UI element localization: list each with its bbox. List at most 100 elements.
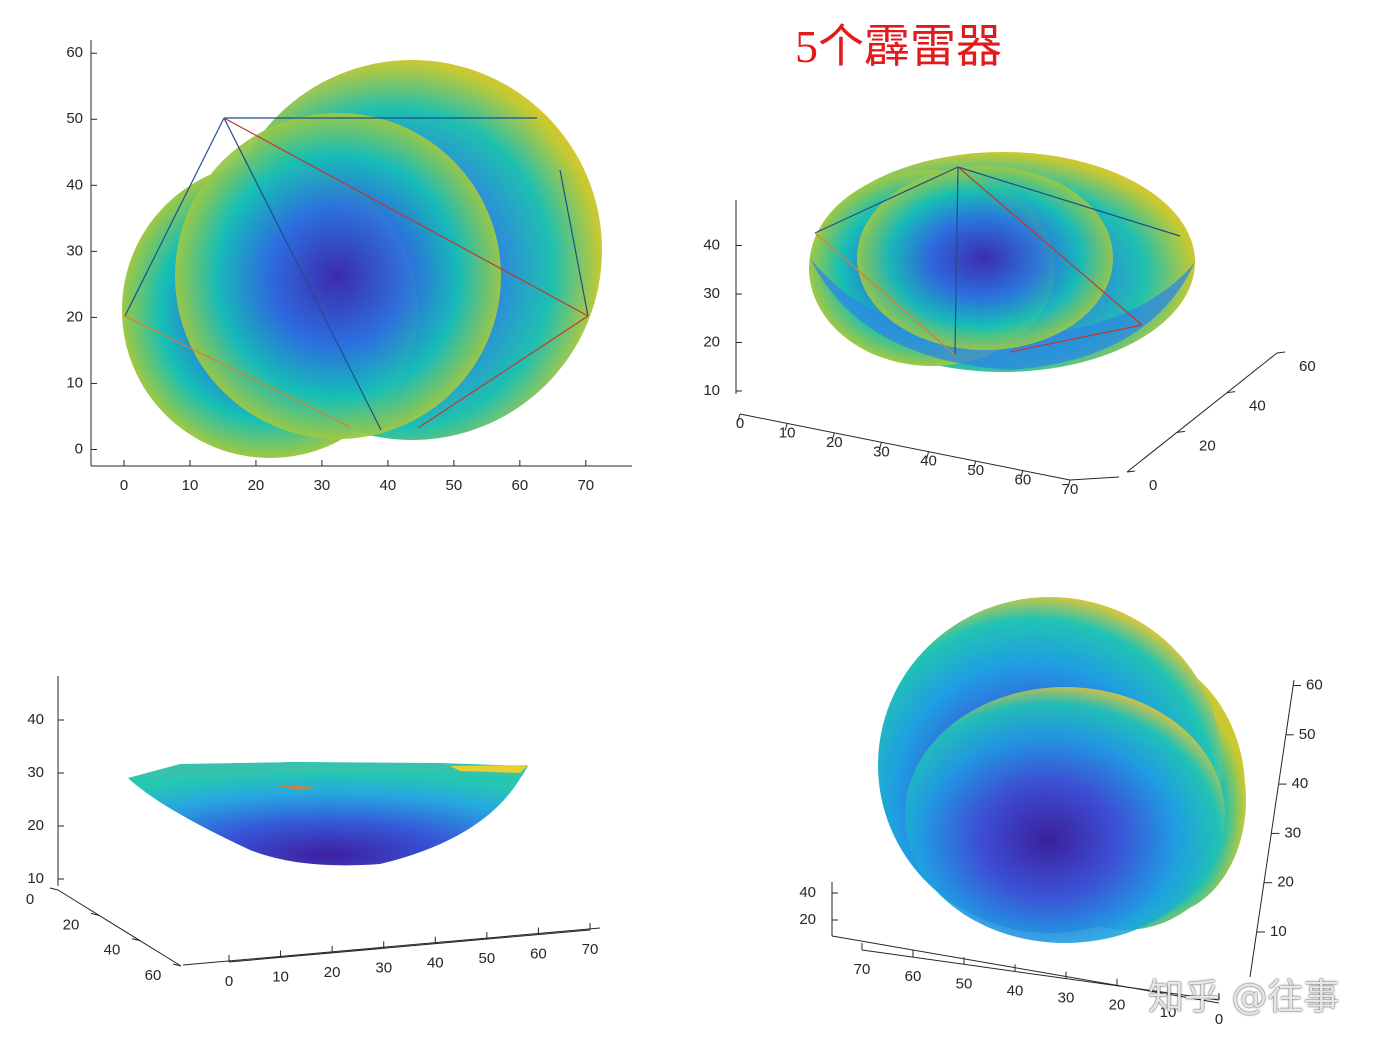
x-tick-label: 30 <box>375 959 392 976</box>
x-tick <box>784 423 788 431</box>
axes-side-view: 0 10 20 30 40 50 60 70 0 20 40 60 10 20 30 40 <box>26 676 601 990</box>
x-tick-label: 60 <box>530 946 547 963</box>
y-tick-label: 30 <box>1284 824 1301 841</box>
x-tick-label: 20 <box>248 477 265 494</box>
z-tick-label: 20 <box>27 817 44 834</box>
z-tick-label: 40 <box>799 884 816 901</box>
y-tick-label: 50 <box>1299 726 1316 743</box>
x-axis-line <box>228 929 591 963</box>
y-axis-line <box>1126 352 1278 473</box>
x-tick-label: 10 <box>779 424 796 441</box>
y-tick-label: 40 <box>66 176 83 193</box>
surface-mesh <box>878 597 1246 943</box>
x-tick-label: 0 <box>120 477 128 494</box>
x-tick-label: 70 <box>1062 481 1079 498</box>
z-tick-label: 20 <box>799 911 816 928</box>
z-tick-label: 30 <box>27 764 44 781</box>
surface-mesh <box>809 152 1195 372</box>
y-tick-label: 40 <box>1292 775 1309 792</box>
axes-3d-perspective: 0 10 20 30 40 50 60 70 0 20 40 60 10 20 30 40 <box>703 200 1316 498</box>
x-tick-label: 0 <box>736 415 744 432</box>
x-tick-label: 30 <box>314 477 331 494</box>
x-tick-label: 30 <box>1058 990 1075 1007</box>
y-tick-label: 0 <box>75 440 83 457</box>
y-tick-label: 60 <box>1299 358 1316 375</box>
y-tick-label: 10 <box>1270 923 1287 940</box>
y-tick <box>172 963 182 967</box>
x-tick <box>973 461 977 469</box>
x-axis-line <box>739 413 1071 481</box>
x-tick-label: 40 <box>380 477 397 494</box>
protection-lines <box>814 166 1181 356</box>
y-tick-label: 10 <box>66 374 83 391</box>
x-tick-label: 60 <box>1015 472 1032 489</box>
x-tick-label: 50 <box>446 477 463 494</box>
x-tick <box>831 432 835 440</box>
y-tick-label: 20 <box>66 308 83 325</box>
y-tick-label: 0 <box>1149 477 1157 494</box>
y-tick-label: 40 <box>104 942 121 959</box>
x-tick-label: 20 <box>1109 997 1126 1014</box>
z-tick-label: 40 <box>27 711 44 728</box>
y-tick-label: 20 <box>63 916 80 933</box>
axes-bottom-view: 70 60 50 40 30 20 10 0 10 20 30 40 50 60 20 40 <box>799 676 1322 1028</box>
y-tick-label: 60 <box>145 967 162 984</box>
x-tick-label: 60 <box>905 968 922 985</box>
z-tick-label: 40 <box>703 236 720 253</box>
x-tick-label: 20 <box>324 964 341 981</box>
y-tick-label: 20 <box>1199 437 1216 454</box>
y-tick <box>1226 391 1236 394</box>
y-tick <box>1176 430 1186 433</box>
y-tick <box>1276 351 1286 354</box>
axes-top-view: 0 10 20 30 40 50 60 70 0 10 20 30 40 50 60 <box>66 40 632 494</box>
x-axis-line-full <box>182 927 601 966</box>
x-axis-extension <box>1069 476 1120 481</box>
x-tick <box>926 451 930 459</box>
x-tick-label: 70 <box>577 477 594 494</box>
x-tick-label: 20 <box>826 434 843 451</box>
x-tick <box>878 442 882 450</box>
y-axis-line <box>57 889 182 967</box>
y-tick-label: 30 <box>66 242 83 259</box>
y-tick <box>131 938 141 942</box>
z-tick-label: 30 <box>703 285 720 302</box>
x-tick-label: 30 <box>873 443 890 460</box>
x-tick-label: 0 <box>225 973 233 990</box>
x-tick-label: 50 <box>956 975 973 992</box>
y-tick <box>90 912 100 916</box>
subplot-3d-perspective: 0 10 20 30 40 50 60 70 0 20 40 60 10 20 30 40 <box>703 152 1316 498</box>
y-tick-label: 0 <box>26 891 34 908</box>
x-tick-label: 10 <box>1160 1004 1177 1021</box>
x-tick-label: 40 <box>427 955 444 972</box>
x-tick-label: 70 <box>582 941 599 958</box>
z-tick-label: 10 <box>703 382 720 399</box>
x-tick-label: 40 <box>1007 982 1024 999</box>
y-tick <box>1126 470 1136 473</box>
y-tick <box>49 887 59 891</box>
y-tick-label: 20 <box>1277 874 1294 891</box>
y-tick-label: 40 <box>1249 398 1266 415</box>
watermark: 知乎 @往事 <box>1148 977 1340 1018</box>
x-tick-label: 40 <box>920 453 937 470</box>
subplot-top-view: 0 10 20 30 40 50 60 70 0 10 20 30 40 50 60 <box>66 40 632 494</box>
y-axis-line <box>1249 679 1295 978</box>
z-tick-label: 10 <box>27 870 44 887</box>
figure-title: 5个霹雷器 <box>795 21 1002 72</box>
x-tick-label: 0 <box>1215 1011 1223 1028</box>
x-tick-label: 10 <box>182 477 199 494</box>
x-tick-label: 10 <box>272 968 289 985</box>
y-tick-label: 50 <box>66 110 83 127</box>
x-tick <box>1020 470 1024 478</box>
y-tick-label: 60 <box>1306 676 1323 693</box>
x-tick-label: 70 <box>854 961 871 978</box>
x-tick <box>1067 479 1071 488</box>
subplot-bottom-view: 70 60 50 40 30 20 10 0 10 20 30 40 50 60 20 40 <box>799 597 1323 1028</box>
surface-mesh <box>122 60 602 458</box>
x-tick-label: 50 <box>967 462 984 479</box>
y-tick-label: 60 <box>66 44 83 61</box>
subplot-side-view: 0 10 20 30 40 50 60 70 0 20 40 60 10 20 30 40 <box>26 676 601 990</box>
x-tick <box>737 413 741 422</box>
x-axis-line <box>861 949 1220 1001</box>
z-tick-label: 20 <box>703 333 720 350</box>
